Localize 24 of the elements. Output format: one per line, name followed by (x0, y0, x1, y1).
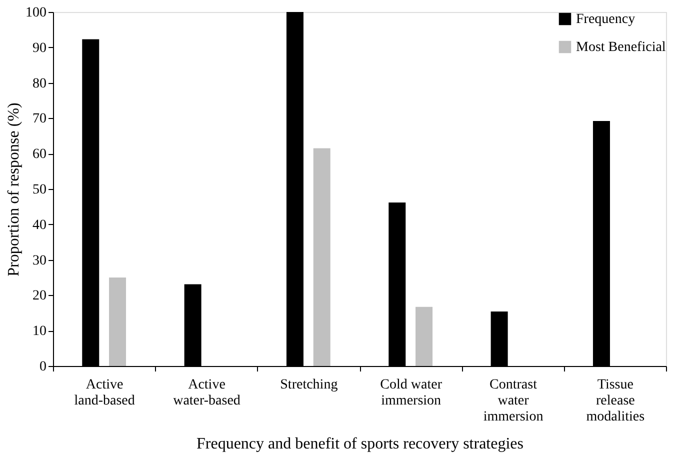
y-tick-label: 10 (32, 324, 46, 340)
y-tick-label: 30 (32, 253, 46, 268)
y-tick-label: 0 (40, 360, 46, 374)
legend-label: Most Beneficial (576, 40, 666, 55)
x-tick-label: Active water-based (173, 378, 240, 408)
y-tick-label: 80 (32, 76, 46, 92)
x-tick-label: Active land-based (74, 378, 135, 408)
bar (313, 148, 330, 366)
bar (416, 306, 433, 366)
x-tick-label: Tissue release modalities (586, 378, 645, 424)
y-axis-title: Proportion of response (%) (6, 102, 22, 276)
y-tick-label: 50 (32, 182, 46, 198)
y-tick-label: 70 (32, 112, 46, 127)
x-tick-label: Cold water immersion (380, 378, 442, 408)
x-tick-label: Contrast water immersion (483, 378, 544, 424)
x-axis-title: Frequency and benefit of sports recovery strategies (196, 436, 524, 452)
y-tick-label: 40 (32, 218, 46, 233)
y-tick-label: 90 (32, 40, 46, 56)
y-tick-label: 100 (26, 6, 46, 20)
bar (109, 278, 126, 366)
y-tick-label: 20 (32, 288, 46, 304)
x-tick-label: Stretching (280, 378, 338, 392)
legend-label: Frequency (576, 12, 636, 27)
y-tick-label: 60 (32, 147, 46, 162)
